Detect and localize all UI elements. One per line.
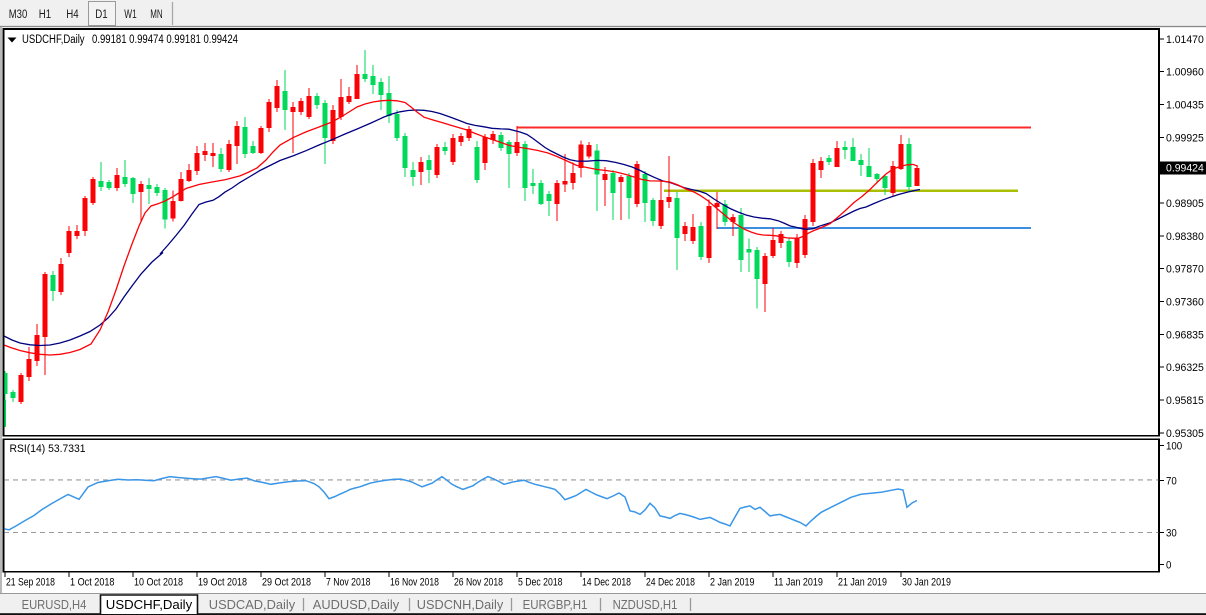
svg-text:10 Oct 2018: 10 Oct 2018 bbox=[134, 577, 183, 589]
svg-text:0.99925: 0.99925 bbox=[1166, 132, 1204, 144]
svg-text:0.95815: 0.95815 bbox=[1166, 395, 1204, 407]
svg-text:0.99424: 0.99424 bbox=[1166, 163, 1204, 175]
svg-text:M30: M30 bbox=[9, 9, 28, 21]
svg-text:11 Jan 2019: 11 Jan 2019 bbox=[774, 577, 823, 589]
svg-text:0.95305: 0.95305 bbox=[1166, 428, 1204, 440]
svg-text:70: 70 bbox=[1166, 476, 1177, 488]
svg-text:0.98380: 0.98380 bbox=[1166, 231, 1204, 243]
svg-text:0: 0 bbox=[1166, 560, 1171, 572]
svg-text:1.00960: 1.00960 bbox=[1166, 67, 1204, 79]
svg-text:24 Dec 2018: 24 Dec 2018 bbox=[646, 577, 695, 589]
svg-text:14 Dec 2018: 14 Dec 2018 bbox=[582, 577, 631, 589]
svg-text:W1: W1 bbox=[124, 9, 136, 21]
svg-text:D1: D1 bbox=[95, 9, 107, 21]
svg-text:0.97360: 0.97360 bbox=[1166, 296, 1204, 308]
svg-text:USDCNH,Daily: USDCNH,Daily bbox=[417, 598, 504, 612]
svg-text:MN: MN bbox=[150, 9, 162, 21]
svg-text:H1: H1 bbox=[39, 9, 51, 21]
svg-text:2 Jan 2019: 2 Jan 2019 bbox=[710, 577, 755, 589]
svg-text:7 Nov 2018: 7 Nov 2018 bbox=[326, 577, 371, 589]
svg-text:30 Jan 2019: 30 Jan 2019 bbox=[902, 577, 951, 589]
svg-text:0.96835: 0.96835 bbox=[1166, 329, 1204, 341]
svg-text:NZDUSD,H1: NZDUSD,H1 bbox=[613, 598, 678, 612]
svg-text:USDCAD,Daily: USDCAD,Daily bbox=[209, 598, 296, 612]
svg-text:30: 30 bbox=[1166, 528, 1177, 540]
svg-text:RSI(14) 53.7331: RSI(14) 53.7331 bbox=[10, 443, 86, 455]
svg-text:0.97870: 0.97870 bbox=[1166, 264, 1204, 276]
svg-text:1 Oct 2018: 1 Oct 2018 bbox=[70, 577, 115, 589]
svg-text:1.00435: 1.00435 bbox=[1166, 99, 1204, 111]
svg-text:19 Oct 2018: 19 Oct 2018 bbox=[198, 577, 247, 589]
svg-text:1.01470: 1.01470 bbox=[1166, 34, 1204, 46]
svg-text:EURGBP,H1: EURGBP,H1 bbox=[523, 598, 588, 612]
svg-text:21 Sep 2018: 21 Sep 2018 bbox=[6, 577, 55, 589]
svg-text:H4: H4 bbox=[66, 9, 79, 21]
svg-text:5 Dec 2018: 5 Dec 2018 bbox=[518, 577, 563, 589]
svg-text:0.96325: 0.96325 bbox=[1166, 362, 1204, 374]
svg-text:AUDUSD,Daily: AUDUSD,Daily bbox=[313, 598, 400, 612]
svg-text:100: 100 bbox=[1166, 441, 1182, 453]
svg-text:29 Oct 2018: 29 Oct 2018 bbox=[262, 577, 311, 589]
svg-text:EURUSD,H4: EURUSD,H4 bbox=[22, 598, 87, 612]
svg-text:16 Nov 2018: 16 Nov 2018 bbox=[390, 577, 439, 589]
svg-text:21 Jan 2019: 21 Jan 2019 bbox=[838, 577, 887, 589]
svg-text:USDCHF,Daily 0.99181 0.99474: USDCHF,Daily 0.99181 0.99474 0.99181 0.9… bbox=[22, 34, 238, 46]
svg-text:0.98905: 0.98905 bbox=[1166, 198, 1204, 210]
svg-text:26 Nov 2018: 26 Nov 2018 bbox=[454, 577, 503, 589]
svg-text:USDCHF,Daily: USDCHF,Daily bbox=[106, 598, 193, 612]
